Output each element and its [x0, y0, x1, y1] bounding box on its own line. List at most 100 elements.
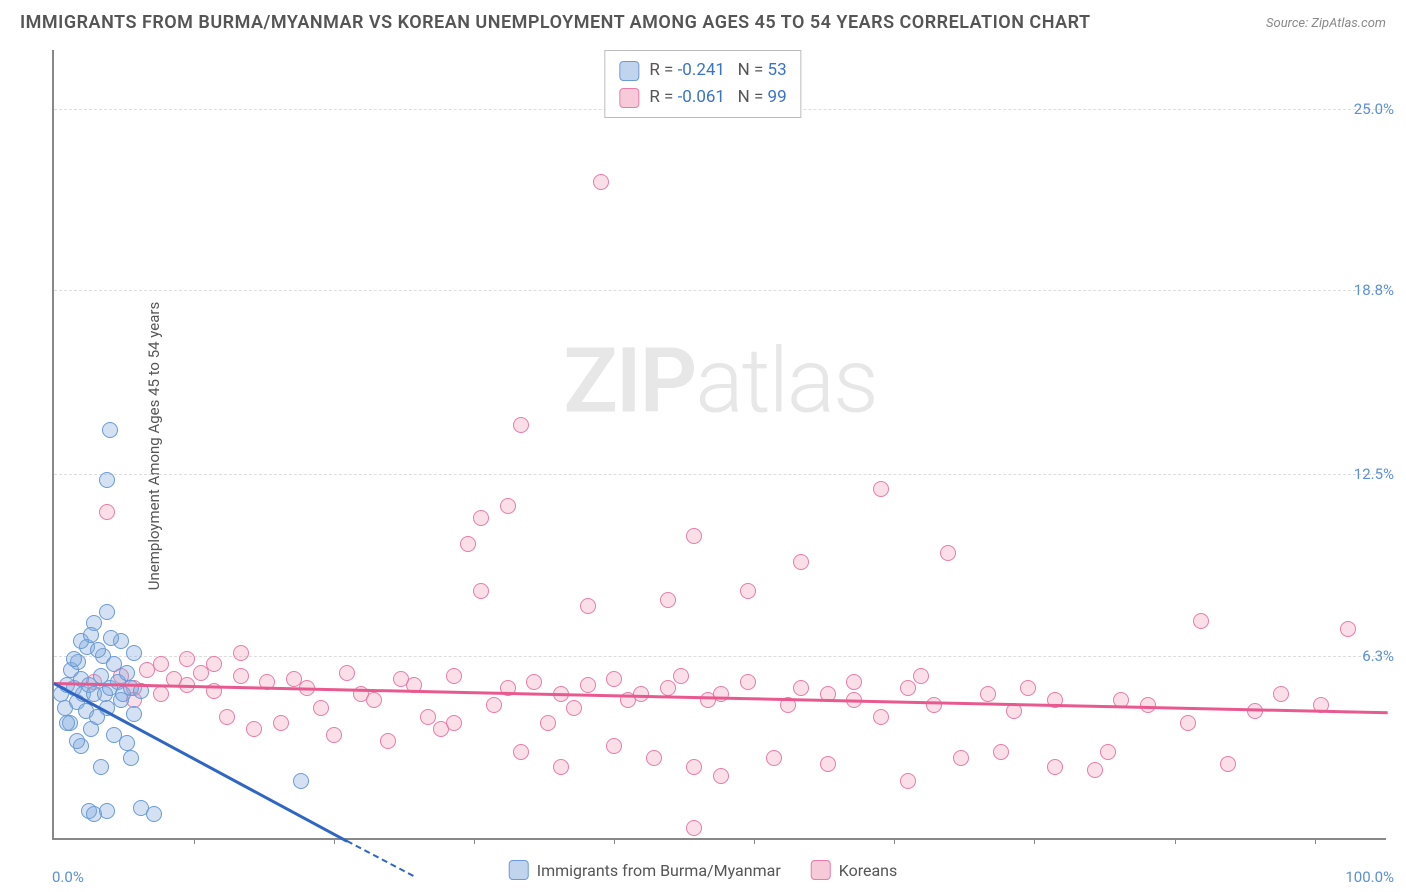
data-point — [420, 709, 436, 725]
data-point — [793, 680, 809, 696]
legend-correlation-row: R = -0.241 N = 53 — [619, 57, 786, 84]
data-point — [793, 554, 809, 570]
y-tick-label: 12.5% — [1354, 465, 1394, 483]
data-point — [606, 671, 622, 687]
x-tick-mark — [894, 838, 895, 844]
data-point — [913, 668, 929, 684]
data-point — [1247, 703, 1263, 719]
data-point — [740, 583, 756, 599]
data-point — [940, 545, 956, 561]
data-point — [686, 528, 702, 544]
data-point — [686, 820, 702, 836]
data-point — [126, 645, 142, 661]
data-point — [566, 700, 582, 716]
data-point — [233, 668, 249, 684]
grid-line — [54, 290, 1386, 291]
data-point — [926, 697, 942, 713]
x-tick-mark — [334, 838, 335, 844]
data-point — [766, 750, 782, 766]
legend-series-label: Koreans — [839, 861, 898, 880]
x-tick-mark — [474, 838, 475, 844]
x-tick-mark — [754, 838, 755, 844]
data-point — [90, 642, 106, 658]
grid-line — [54, 656, 1386, 657]
x-tick-mark — [1175, 838, 1176, 844]
chart-title: IMMIGRANTS FROM BURMA/MYANMAR VS KOREAN … — [20, 12, 1091, 33]
data-point — [993, 744, 1009, 760]
data-point — [1100, 744, 1116, 760]
data-point — [1047, 759, 1063, 775]
correlation-legend: R = -0.241 N = 53R = -0.061 N = 99 — [604, 50, 801, 118]
data-point — [153, 656, 169, 672]
data-point — [660, 592, 676, 608]
data-point — [486, 697, 502, 713]
trend-line — [347, 840, 415, 877]
data-point — [103, 630, 119, 646]
legend-series-label: Immigrants from Burma/Myanmar — [537, 861, 781, 880]
data-point — [99, 504, 115, 520]
data-point — [179, 651, 195, 667]
watermark: ZIPatlas — [563, 328, 876, 433]
data-point — [646, 750, 662, 766]
data-point — [593, 174, 609, 190]
source-label: Source: ZipAtlas.com — [1266, 16, 1386, 31]
x-tick-mark — [1034, 838, 1035, 844]
data-point — [1340, 621, 1356, 637]
data-point — [93, 759, 109, 775]
swatch-pink-icon — [811, 860, 831, 880]
data-point — [873, 709, 889, 725]
y-tick-label: 25.0% — [1354, 100, 1394, 118]
data-point — [366, 692, 382, 708]
grid-line — [54, 474, 1386, 475]
data-point — [580, 677, 596, 693]
data-point — [59, 715, 75, 731]
data-point — [69, 733, 85, 749]
data-point — [553, 759, 569, 775]
series-legend: Immigrants from Burma/Myanmar Koreans — [509, 860, 898, 880]
data-point — [673, 668, 689, 684]
legend-stats-text: R = -0.061 N = 99 — [649, 84, 786, 111]
data-point — [446, 715, 462, 731]
data-point — [119, 665, 135, 681]
data-point — [339, 665, 355, 681]
data-point — [980, 686, 996, 702]
data-point — [1180, 715, 1196, 731]
data-point — [146, 806, 162, 822]
watermark-bold: ZIP — [563, 328, 695, 433]
watermark-light: atlas — [695, 328, 876, 433]
data-point — [820, 756, 836, 772]
x-tick-label: 100.0% — [1345, 868, 1394, 886]
swatch-pink-icon — [619, 88, 639, 108]
data-point — [206, 656, 222, 672]
data-point — [1220, 756, 1236, 772]
data-point — [1020, 680, 1036, 696]
data-point — [99, 803, 115, 819]
data-point — [513, 417, 529, 433]
y-tick-label: 18.8% — [1354, 281, 1394, 299]
data-point — [293, 773, 309, 789]
data-point — [900, 773, 916, 789]
data-point — [1193, 613, 1209, 629]
x-tick-mark — [1315, 838, 1316, 844]
data-point — [313, 700, 329, 716]
data-point — [513, 744, 529, 760]
data-point — [900, 680, 916, 696]
x-tick-mark — [194, 838, 195, 844]
data-point — [846, 674, 862, 690]
data-point — [953, 750, 969, 766]
x-tick-mark — [614, 838, 615, 844]
data-point — [713, 686, 729, 702]
data-point — [740, 674, 756, 690]
data-point — [686, 759, 702, 775]
x-tick-label: 0.0% — [52, 868, 84, 886]
data-point — [153, 686, 169, 702]
data-point — [83, 627, 99, 643]
data-point — [233, 645, 249, 661]
data-point — [473, 510, 489, 526]
data-point — [126, 706, 142, 722]
data-point — [500, 498, 516, 514]
data-point — [460, 536, 476, 552]
data-point — [102, 422, 118, 438]
data-point — [123, 750, 139, 766]
data-point — [1273, 686, 1289, 702]
